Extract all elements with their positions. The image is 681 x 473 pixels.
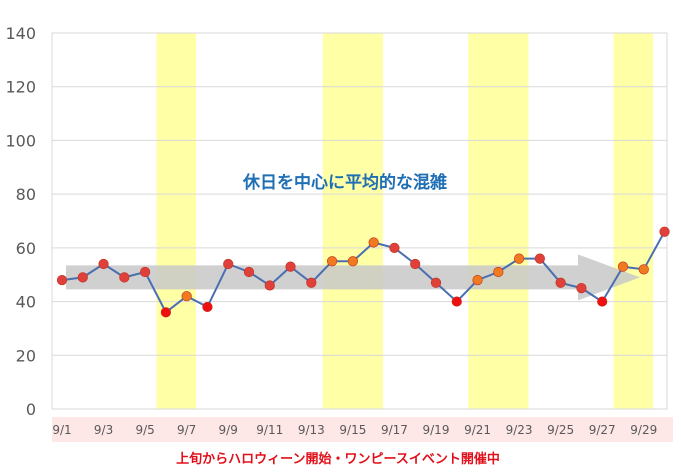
data-point — [264, 280, 275, 291]
x-tick-label: 9/25 — [547, 423, 574, 437]
data-point — [451, 296, 462, 307]
data-point — [659, 226, 670, 237]
x-tick-label: 9/21 — [464, 423, 491, 437]
trend-arrow — [66, 254, 640, 301]
x-tick-label: 9/7 — [177, 423, 196, 437]
highlight-bands — [156, 33, 654, 409]
series-markers — [56, 226, 670, 318]
x-tick-label: 9/15 — [339, 423, 366, 437]
gridlines — [52, 32, 667, 410]
data-point — [576, 283, 587, 294]
data-point — [306, 277, 317, 288]
trend-arrow-shape — [66, 254, 640, 301]
y-tick-label: 100 — [5, 131, 36, 150]
x-axis-band — [52, 417, 673, 442]
data-point — [119, 272, 130, 283]
data-point — [243, 266, 255, 278]
x-tick-label: 9/3 — [94, 423, 113, 437]
x-tick-label: 9/19 — [423, 423, 450, 437]
data-point — [347, 256, 358, 267]
data-point — [77, 272, 88, 283]
data-point — [430, 277, 442, 288]
data-point — [513, 253, 525, 264]
data-point — [534, 253, 545, 264]
y-tick-label: 20 — [16, 346, 36, 365]
y-tick-label: 60 — [16, 239, 36, 258]
data-point — [597, 296, 608, 307]
data-point — [56, 274, 68, 286]
data-point — [140, 266, 151, 278]
footer-note: 上旬からハロウィーン開始・ワンピースイベント開催中 — [176, 451, 500, 467]
x-tick-label: 9/29 — [630, 423, 657, 437]
y-axis-ticks: 0 20 40 60 80 100 120 140 — [5, 24, 36, 419]
data-point — [327, 256, 338, 267]
data-point — [617, 261, 629, 272]
x-tick-label: 9/9 — [219, 423, 238, 437]
data-point — [223, 258, 234, 270]
x-tick-label: 9/17 — [381, 423, 408, 437]
x-tick-label: 9/1 — [52, 423, 71, 437]
data-point — [368, 237, 379, 248]
y-tick-label: 40 — [16, 293, 36, 312]
highlight-band — [613, 33, 654, 409]
data-point — [181, 291, 192, 302]
data-point — [389, 242, 400, 253]
x-tick-label: 9/27 — [589, 423, 616, 437]
highlight-band — [322, 33, 384, 409]
data-point — [638, 264, 649, 275]
data-point — [472, 274, 483, 286]
y-tick-label: 120 — [5, 78, 36, 97]
y-tick-label: 80 — [16, 185, 36, 204]
x-tick-label: 9/11 — [256, 423, 283, 437]
data-point — [160, 307, 171, 318]
data-point — [285, 261, 296, 272]
y-tick-label: 140 — [5, 24, 36, 43]
x-tick-label: 9/23 — [506, 423, 533, 437]
x-tick-label: 9/13 — [298, 423, 325, 437]
data-point — [555, 277, 566, 288]
x-axis-ticks: 9/1 9/3 9/5 9/7 9/9 9/11 9/13 9/15 9/17 9/19 9/21 9… — [52, 423, 657, 437]
highlight-band — [156, 33, 197, 409]
y-tick-label: 0 — [26, 400, 36, 419]
highlight-band — [468, 33, 529, 409]
annotation: 休日を中心に平均的な混雑 — [242, 172, 447, 193]
data-point — [493, 266, 504, 278]
data-point — [202, 301, 213, 313]
x-tick-label: 9/5 — [135, 423, 154, 437]
data-point — [410, 258, 421, 270]
data-point — [98, 258, 109, 270]
